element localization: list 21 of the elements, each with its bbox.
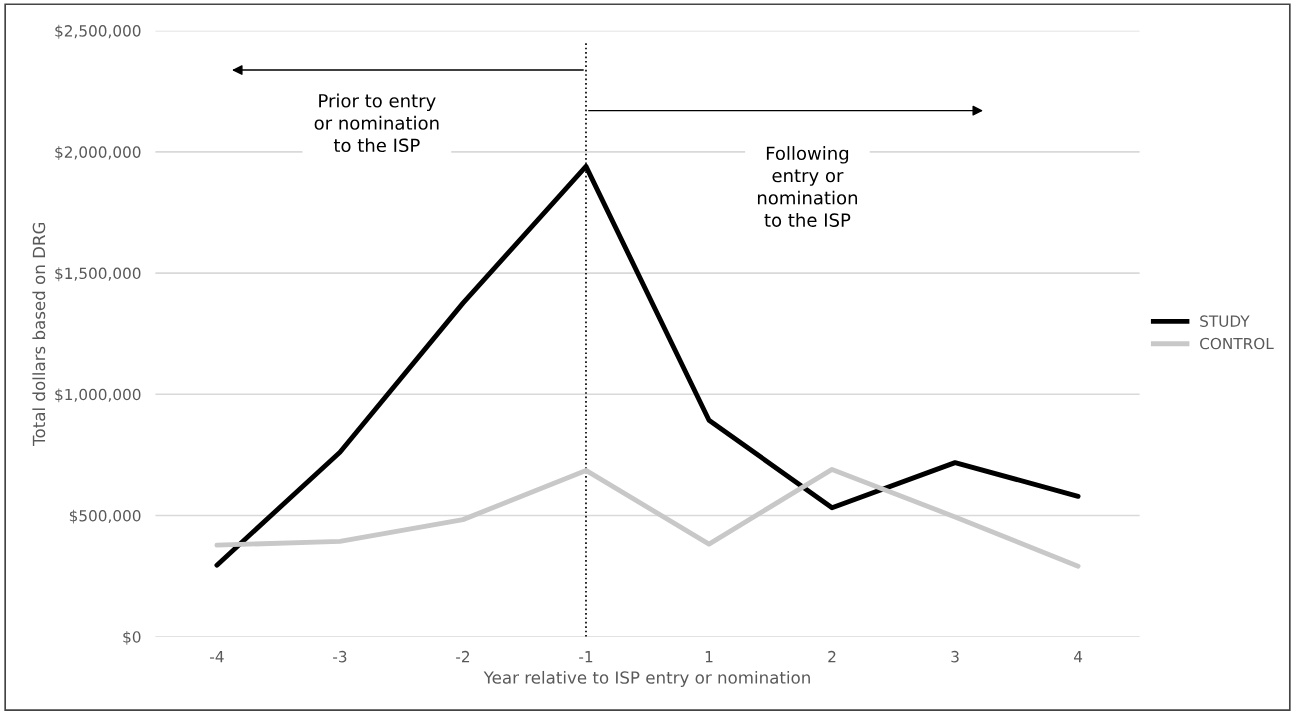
x-tick-label: 4: [1073, 651, 1083, 663]
x-tick-label: -3: [333, 650, 347, 663]
y-tick-label: $2,500,000: [55, 24, 141, 39]
x-tick-label: 3: [951, 650, 959, 663]
x-tick-label: -2: [456, 650, 470, 663]
legend-label: CONTROL: [1200, 337, 1274, 350]
annotation: Following entry or nomination to the ISP: [757, 146, 857, 227]
x-tick-label: 1: [705, 651, 713, 663]
x-axis-title: Year relative to ISP entry or nomination: [483, 670, 810, 688]
y-tick-label: $500,000: [69, 509, 141, 524]
line-series: [214, 467, 1081, 569]
y-tick-label: $2,000,000: [55, 146, 141, 160]
y-tick-label: $0: [123, 630, 141, 645]
y-axis-title: Total dollars based on DRG: [32, 222, 46, 446]
y-tick-label: $1,000,000: [55, 388, 141, 403]
annotation: Prior to entry or nomination to the ISP: [314, 93, 439, 153]
y-tick-label: $1,500,000: [55, 267, 141, 282]
x-tick-label: -4: [210, 651, 224, 663]
legend-label: STUDY: [1200, 315, 1250, 327]
x-tick-label: -1: [579, 651, 593, 663]
x-tick-label: 2: [828, 650, 836, 663]
